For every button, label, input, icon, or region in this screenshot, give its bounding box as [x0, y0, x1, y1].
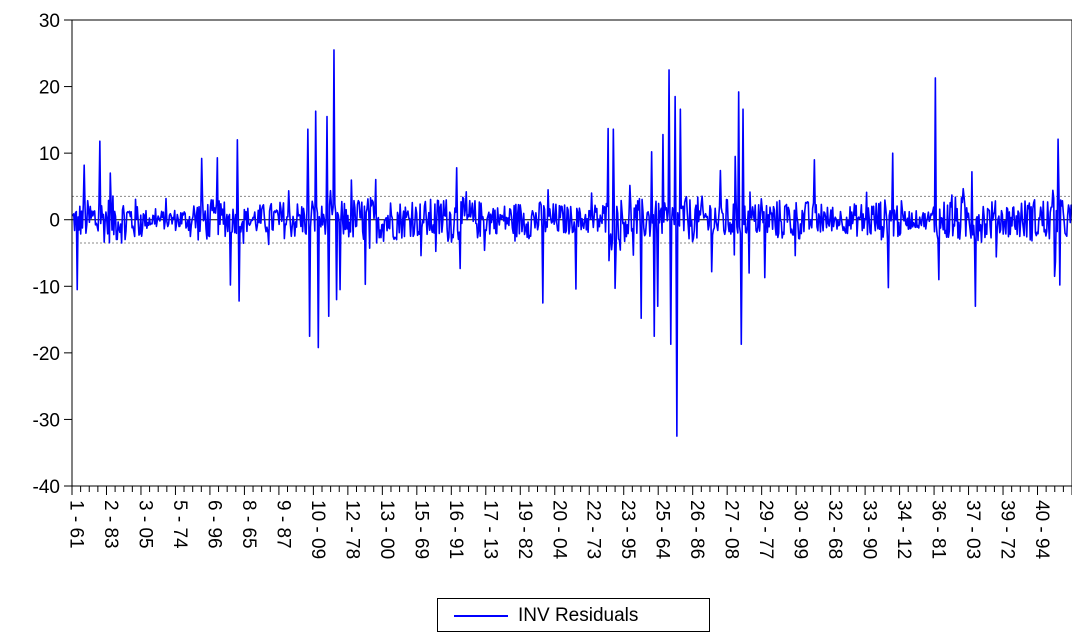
y-tick-label: -10	[33, 277, 60, 298]
x-tick-label: 10 - 09	[307, 500, 328, 559]
x-tick-label: 22 - 73	[583, 500, 604, 559]
x-tick-label: 33 - 90	[859, 500, 880, 559]
y-tick-label: -30	[33, 410, 60, 431]
legend-swatch	[454, 615, 508, 617]
x-axis: 1 - 61 2 - 83 3 - 05 5 - 74 6 - 96 8 - 65 9 - …	[66, 486, 1072, 560]
x-tick-label: 8 - 65	[238, 500, 259, 549]
x-tick-label: 37 - 03	[962, 500, 983, 559]
x-tick-label: 25 - 64	[652, 500, 673, 560]
series-group	[71, 49, 1072, 437]
x-tick-label: 34 - 12	[893, 500, 914, 559]
y-tick-label: 10	[39, 144, 60, 165]
y-tick-label: 30	[39, 11, 60, 32]
y-tick-label: 0	[49, 211, 60, 232]
x-tick-label: 5 - 74	[169, 500, 190, 549]
y-tick-label: -20	[33, 344, 60, 365]
x-tick-label: 40 - 94	[1031, 500, 1052, 560]
x-tick-label: 3 - 05	[134, 500, 155, 549]
x-tick-label: 13 - 00	[376, 500, 397, 559]
x-tick-label: 23 - 95	[617, 500, 638, 559]
legend: INV Residuals	[437, 598, 710, 632]
x-tick-label: 32 - 68	[824, 500, 845, 559]
x-tick-label: 6 - 96	[203, 500, 224, 549]
x-tick-label: 2 - 83	[100, 500, 121, 549]
y-tick-label: -40	[33, 477, 60, 498]
x-tick-label: 17 - 13	[479, 500, 500, 559]
x-tick-label: 15 - 69	[410, 500, 431, 559]
x-tick-label: 30 - 99	[790, 500, 811, 559]
x-tick-label: 19 - 82	[514, 500, 535, 559]
legend-label: INV Residuals	[518, 605, 639, 626]
x-tick-label: 16 - 91	[445, 500, 466, 559]
x-tick-label: 27 - 08	[721, 500, 742, 559]
x-tick-label: 20 - 04	[548, 500, 569, 560]
x-tick-label: 29 - 77	[755, 500, 776, 559]
x-tick-label: 36 - 81	[928, 500, 949, 559]
x-tick-label: 39 - 72	[997, 500, 1018, 559]
y-axis: 30 20 10 0 -10 -20 -30 -40	[33, 11, 72, 498]
x-tick-label: 26 - 86	[686, 500, 707, 559]
x-tick-label: 9 - 87	[272, 500, 293, 549]
series-line	[71, 49, 1072, 437]
x-tick-label: 12 - 78	[341, 500, 362, 559]
y-tick-label: 20	[39, 78, 60, 99]
x-tick-label: 1 - 61	[66, 500, 87, 549]
plot-area	[71, 19, 1072, 487]
